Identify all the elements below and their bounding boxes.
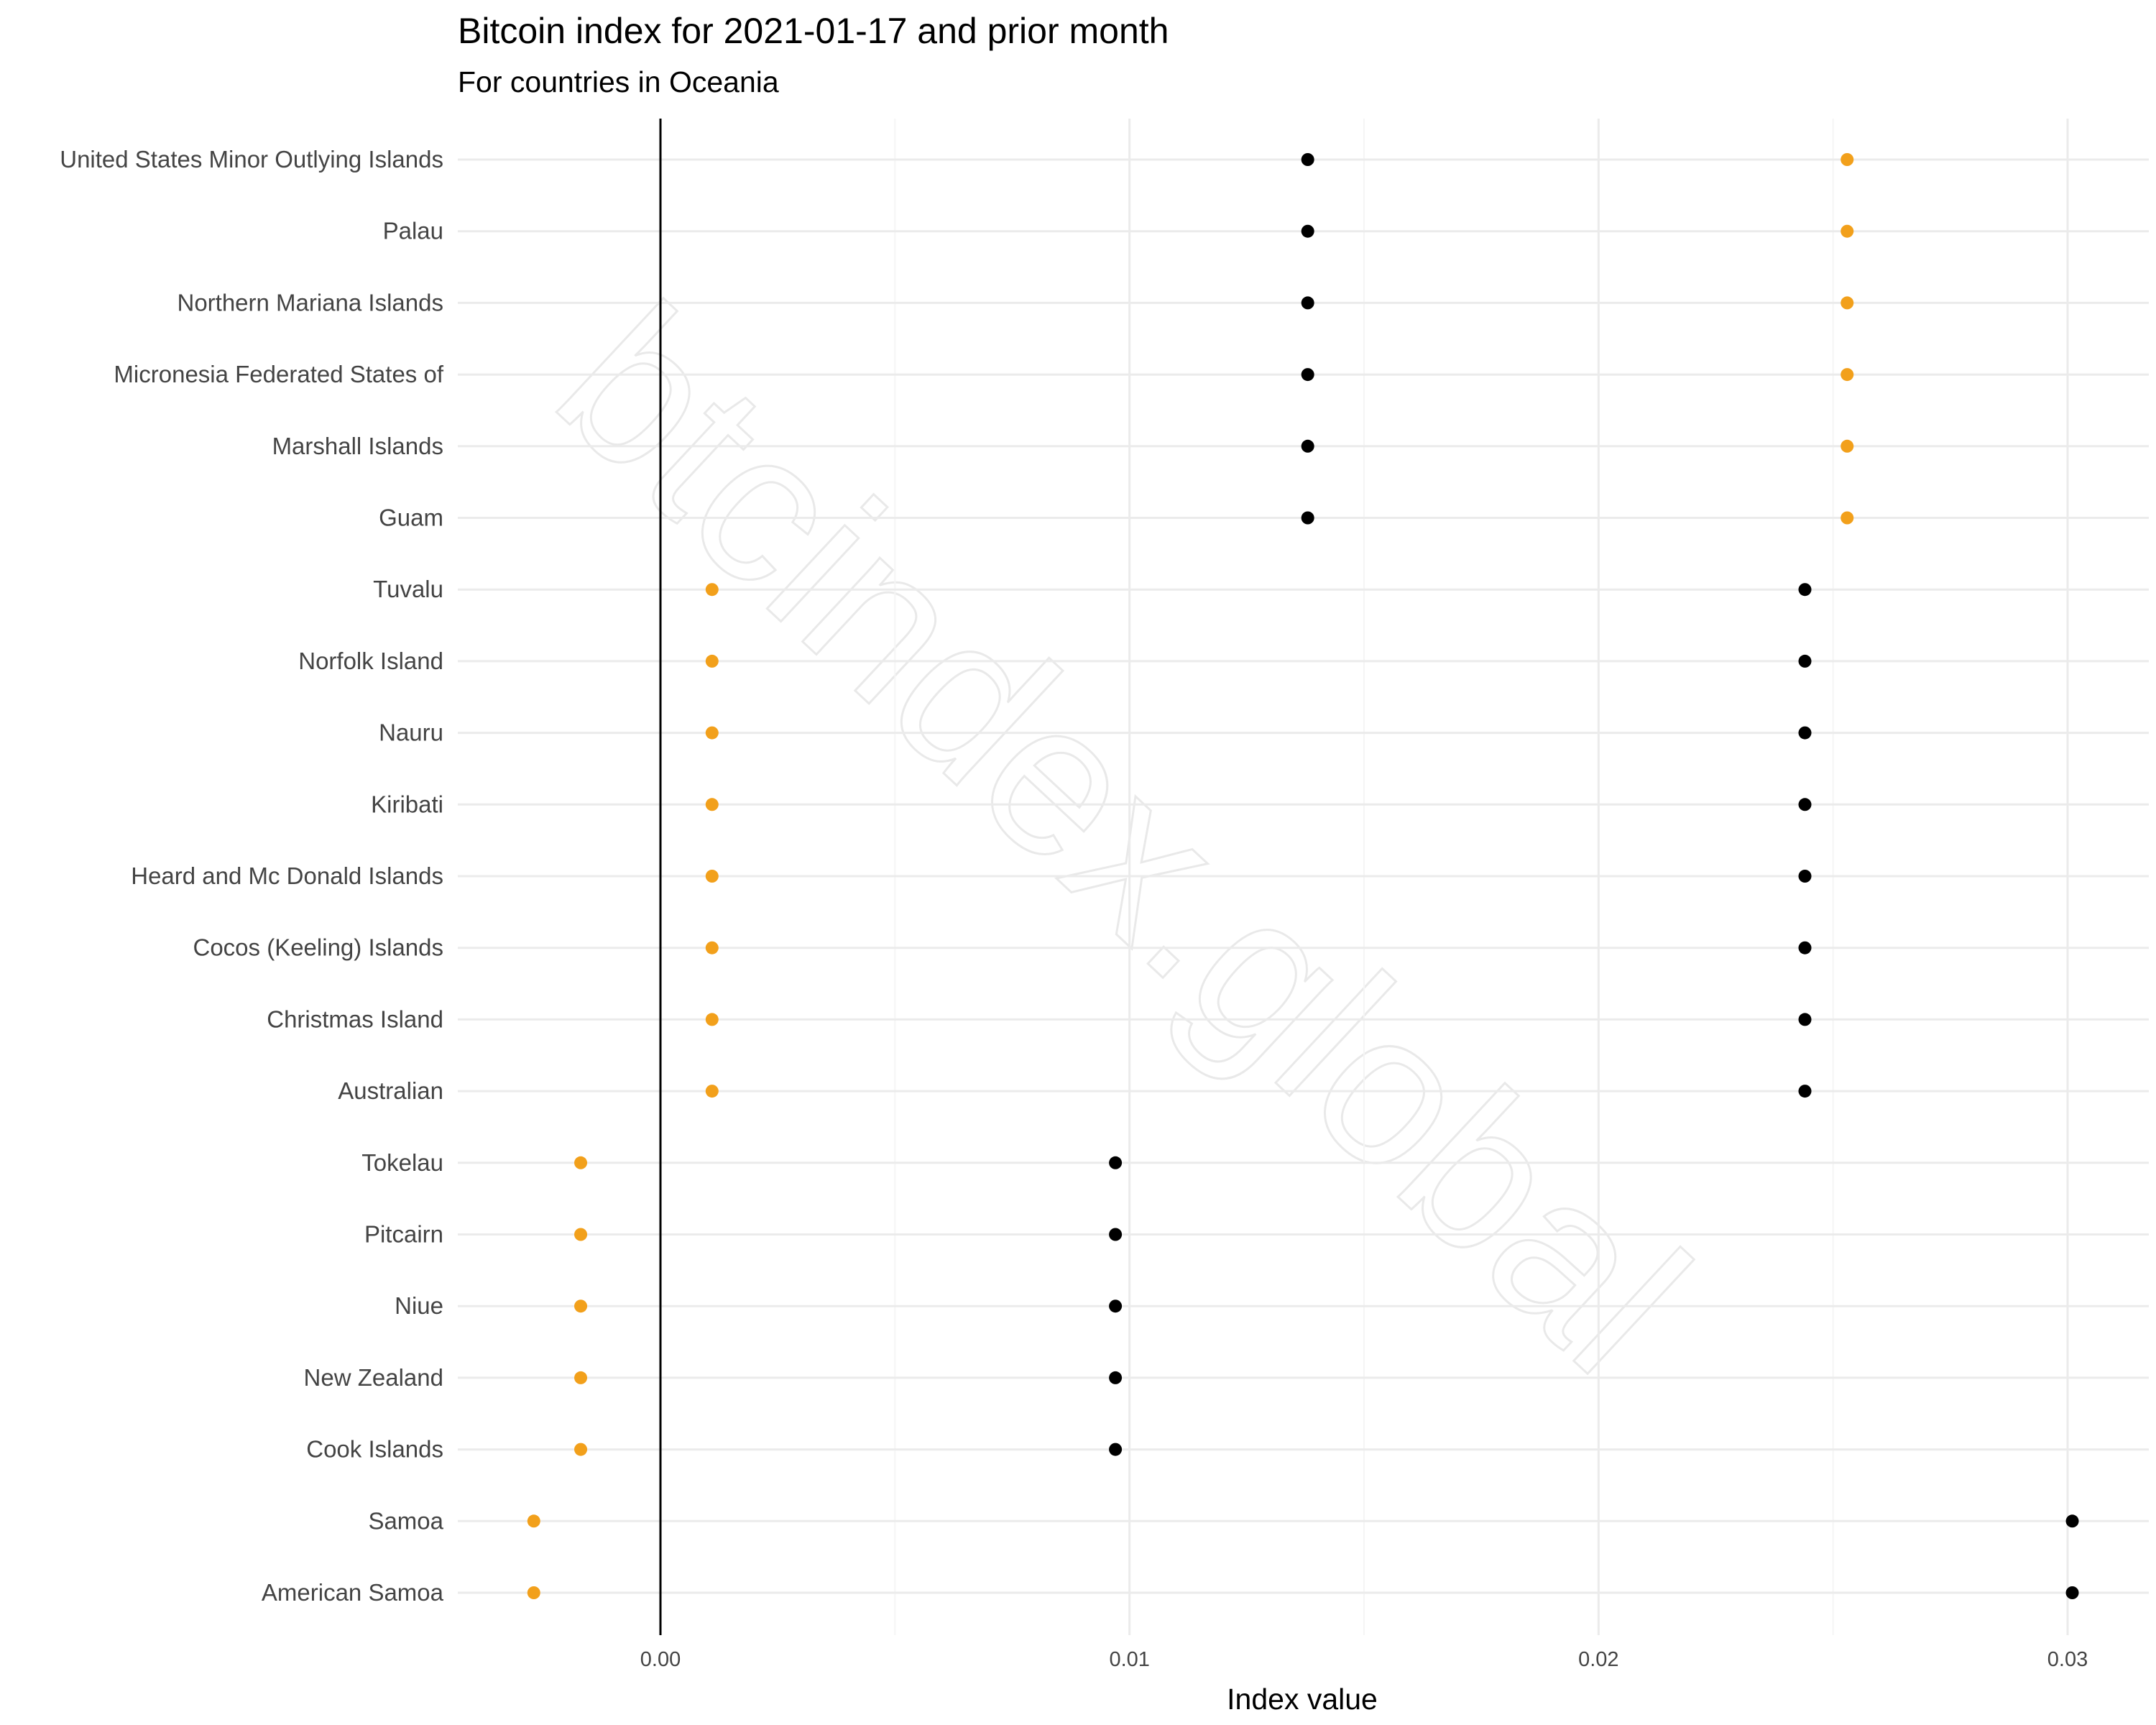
- point-prior: [1798, 870, 1812, 883]
- y-tick-label: Tokelau: [361, 1149, 443, 1176]
- y-tick-label: Marshall Islands: [272, 433, 443, 459]
- point-current: [705, 941, 719, 954]
- y-tick-label: Palau: [383, 218, 443, 244]
- point-current: [705, 1013, 719, 1026]
- point-current: [574, 1156, 588, 1169]
- point-current: [1841, 153, 1854, 166]
- point-prior: [1109, 1156, 1123, 1169]
- y-tick-label: Cook Islands: [306, 1436, 443, 1463]
- point-prior: [2065, 1586, 2079, 1599]
- y-tick-label: Australian: [338, 1077, 443, 1104]
- point-prior: [1798, 583, 1812, 597]
- y-tick-label: New Zealand: [304, 1364, 443, 1391]
- y-tick-label: Samoa: [368, 1507, 443, 1534]
- y-tick-label: United States Minor Outlying Islands: [60, 146, 443, 172]
- point-current: [1841, 296, 1854, 310]
- point-prior: [2065, 1514, 2079, 1528]
- y-tick-label: Northern Mariana Islands: [177, 289, 443, 316]
- point-prior: [1109, 1371, 1123, 1384]
- y-tick-label: Norfolk Island: [298, 648, 443, 674]
- point-prior: [1109, 1443, 1123, 1456]
- point-prior: [1798, 654, 1812, 668]
- y-axis-labels: United States Minor Outlying Islands Pala…: [60, 146, 444, 1606]
- y-tick-label: American Samoa: [262, 1579, 444, 1606]
- y-tick-label: Micronesia Federated States of: [114, 361, 443, 387]
- point-prior: [1798, 1085, 1812, 1098]
- point-prior: [1798, 941, 1812, 954]
- y-tick-label: Niue: [395, 1292, 443, 1319]
- point-prior: [1798, 798, 1812, 811]
- point-current: [574, 1371, 588, 1384]
- x-axis-tick-labels: 0.00 0.01 0.02 0.03: [640, 1648, 2088, 1671]
- x-axis-label: Index value: [1227, 1683, 1378, 1716]
- y-tick-label: Guam: [379, 505, 443, 531]
- point-current: [574, 1443, 588, 1456]
- point-prior: [1301, 224, 1314, 238]
- point-current: [705, 583, 719, 597]
- y-tick-label: Cocos (Keeling) Islands: [193, 934, 444, 961]
- point-current: [705, 1085, 719, 1098]
- y-tick-label: Tuvalu: [373, 576, 443, 602]
- point-prior: [1798, 726, 1812, 740]
- data-points: [527, 153, 2079, 1599]
- x-tick-label: 0.03: [2047, 1648, 2088, 1671]
- y-tick-label: Kiribati: [371, 791, 443, 817]
- point-current: [705, 654, 719, 668]
- point-prior: [1798, 1013, 1812, 1026]
- point-current: [705, 726, 719, 740]
- point-prior: [1301, 439, 1314, 453]
- watermark: btcindex.global: [513, 259, 1733, 1420]
- y-tick-label: Christmas Island: [267, 1006, 443, 1032]
- point-current: [705, 798, 719, 811]
- point-prior: [1301, 368, 1314, 382]
- point-current: [1841, 439, 1854, 453]
- point-current: [527, 1586, 540, 1599]
- x-tick-label: 0.00: [640, 1648, 681, 1671]
- point-current: [574, 1300, 588, 1313]
- point-current: [527, 1514, 540, 1528]
- y-tick-label: Nauru: [379, 719, 443, 746]
- point-prior: [1109, 1228, 1123, 1241]
- point-current: [705, 870, 719, 883]
- x-tick-label: 0.01: [1109, 1648, 1149, 1671]
- point-current: [1841, 511, 1854, 525]
- x-tick-label: 0.02: [1578, 1648, 1618, 1671]
- y-tick-label: Heard and Mc Donald Islands: [131, 862, 443, 889]
- point-current: [1841, 224, 1854, 238]
- y-tick-label: Pitcairn: [364, 1221, 443, 1248]
- watermark-text: btcindex.global: [514, 259, 1731, 1418]
- point-prior: [1301, 296, 1314, 310]
- point-prior: [1301, 153, 1314, 166]
- chart-subtitle: For countries in Oceania: [458, 65, 779, 98]
- point-current: [574, 1228, 588, 1241]
- chart-title: Bitcoin index for 2021-01-17 and prior m…: [458, 11, 1169, 51]
- point-current: [1841, 368, 1854, 382]
- point-prior: [1301, 511, 1314, 525]
- point-prior: [1109, 1300, 1123, 1313]
